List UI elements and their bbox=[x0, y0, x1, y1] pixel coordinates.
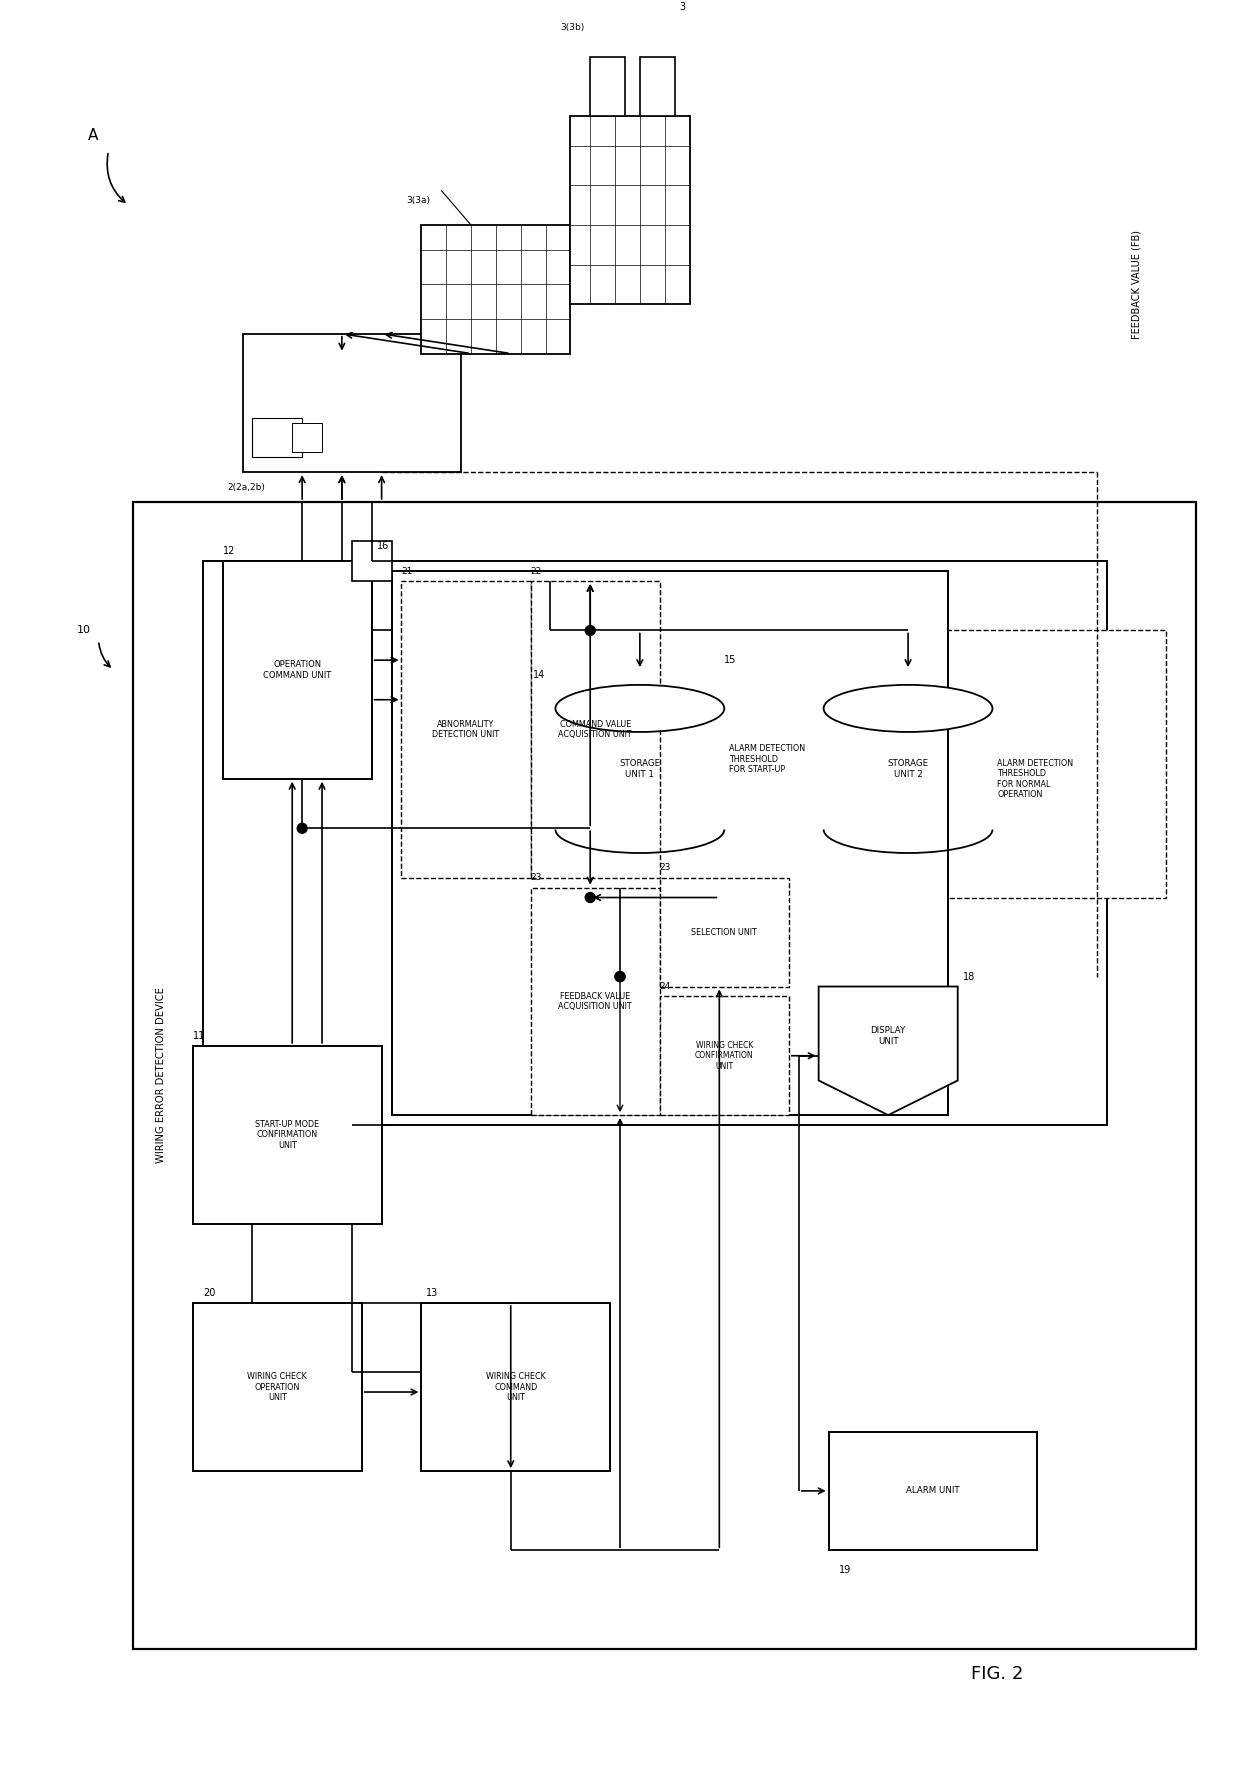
Text: FEEDBACK VALUE (FB): FEEDBACK VALUE (FB) bbox=[1132, 230, 1142, 338]
Text: SELECTION UNIT: SELECTION UNIT bbox=[692, 927, 758, 937]
Text: STORAGE
UNIT 1: STORAGE UNIT 1 bbox=[619, 758, 661, 778]
Text: ALARM DETECTION
THRESHOLD
FOR NORMAL
OPERATION: ALARM DETECTION THRESHOLD FOR NORMAL OPE… bbox=[997, 758, 1074, 799]
Circle shape bbox=[615, 971, 625, 982]
Ellipse shape bbox=[823, 686, 992, 732]
FancyBboxPatch shape bbox=[392, 571, 947, 1115]
FancyBboxPatch shape bbox=[243, 333, 461, 473]
Ellipse shape bbox=[556, 686, 724, 732]
FancyBboxPatch shape bbox=[223, 562, 372, 780]
Text: COMMAND VALUE
ACQUISITION UNIT: COMMAND VALUE ACQUISITION UNIT bbox=[558, 719, 632, 739]
FancyBboxPatch shape bbox=[823, 709, 992, 829]
Text: 3: 3 bbox=[680, 2, 686, 12]
Text: ABNORMALITY
DETECTION UNIT: ABNORMALITY DETECTION UNIT bbox=[433, 719, 500, 739]
Text: 21: 21 bbox=[402, 567, 413, 576]
Text: 10: 10 bbox=[77, 626, 91, 636]
Text: 18: 18 bbox=[962, 971, 975, 982]
FancyBboxPatch shape bbox=[402, 581, 531, 877]
Text: STORAGE
UNIT 2: STORAGE UNIT 2 bbox=[888, 758, 929, 778]
Text: 20: 20 bbox=[203, 1288, 216, 1299]
Text: FEEDBACK VALUE
ACQUISITION UNIT: FEEDBACK VALUE ACQUISITION UNIT bbox=[558, 992, 632, 1012]
Text: 23: 23 bbox=[660, 863, 671, 872]
Text: WIRING CHECK
OPERATION
UNIT: WIRING CHECK OPERATION UNIT bbox=[248, 1372, 308, 1402]
FancyBboxPatch shape bbox=[556, 709, 724, 829]
FancyBboxPatch shape bbox=[531, 581, 660, 877]
Text: 22: 22 bbox=[531, 567, 542, 576]
Circle shape bbox=[298, 824, 308, 833]
Text: 2(2a,2b): 2(2a,2b) bbox=[228, 482, 265, 491]
FancyBboxPatch shape bbox=[193, 1045, 382, 1224]
FancyBboxPatch shape bbox=[590, 57, 625, 117]
Text: 12: 12 bbox=[223, 546, 236, 556]
FancyBboxPatch shape bbox=[640, 57, 675, 117]
FancyBboxPatch shape bbox=[531, 888, 660, 1115]
Text: OPERATION
COMMAND UNIT: OPERATION COMMAND UNIT bbox=[263, 661, 331, 680]
Text: 24: 24 bbox=[660, 982, 671, 991]
Text: 16: 16 bbox=[377, 542, 389, 551]
Circle shape bbox=[585, 626, 595, 636]
FancyBboxPatch shape bbox=[828, 1432, 1037, 1550]
FancyBboxPatch shape bbox=[699, 631, 1167, 897]
Text: 23: 23 bbox=[531, 874, 542, 882]
Text: WIRING ERROR DETECTION DEVICE: WIRING ERROR DETECTION DEVICE bbox=[156, 987, 166, 1164]
Text: WIRING CHECK
CONFIRMATION
UNIT: WIRING CHECK CONFIRMATION UNIT bbox=[694, 1040, 754, 1070]
Circle shape bbox=[585, 893, 595, 902]
Text: 13: 13 bbox=[427, 1288, 439, 1299]
Text: FIG. 2: FIG. 2 bbox=[971, 1666, 1024, 1683]
FancyBboxPatch shape bbox=[422, 225, 570, 354]
FancyBboxPatch shape bbox=[133, 501, 1197, 1650]
Text: A: A bbox=[88, 129, 99, 144]
Text: ALARM DETECTION
THRESHOLD
FOR START-UP: ALARM DETECTION THRESHOLD FOR START-UP bbox=[729, 744, 806, 774]
Text: DISPLAY
UNIT: DISPLAY UNIT bbox=[870, 1026, 905, 1045]
FancyBboxPatch shape bbox=[203, 562, 1107, 1125]
Text: 11: 11 bbox=[193, 1031, 205, 1040]
FancyBboxPatch shape bbox=[253, 418, 303, 457]
FancyBboxPatch shape bbox=[660, 996, 789, 1115]
FancyBboxPatch shape bbox=[293, 424, 322, 452]
Circle shape bbox=[615, 971, 625, 982]
Text: 15: 15 bbox=[724, 656, 737, 664]
Text: 19: 19 bbox=[838, 1565, 851, 1575]
Text: ALARM UNIT: ALARM UNIT bbox=[906, 1487, 960, 1496]
FancyBboxPatch shape bbox=[352, 542, 392, 581]
FancyBboxPatch shape bbox=[422, 1302, 610, 1471]
Text: WIRING CHECK
COMMAND
UNIT: WIRING CHECK COMMAND UNIT bbox=[486, 1372, 546, 1402]
Text: START-UP MODE
CONFIRMATION
UNIT: START-UP MODE CONFIRMATION UNIT bbox=[255, 1120, 320, 1150]
FancyBboxPatch shape bbox=[570, 117, 689, 305]
FancyBboxPatch shape bbox=[660, 877, 789, 987]
Text: 3(3b): 3(3b) bbox=[560, 23, 584, 32]
Text: 3(3a): 3(3a) bbox=[407, 195, 430, 206]
Polygon shape bbox=[818, 987, 957, 1115]
Text: 14: 14 bbox=[533, 670, 546, 680]
FancyBboxPatch shape bbox=[193, 1302, 362, 1471]
